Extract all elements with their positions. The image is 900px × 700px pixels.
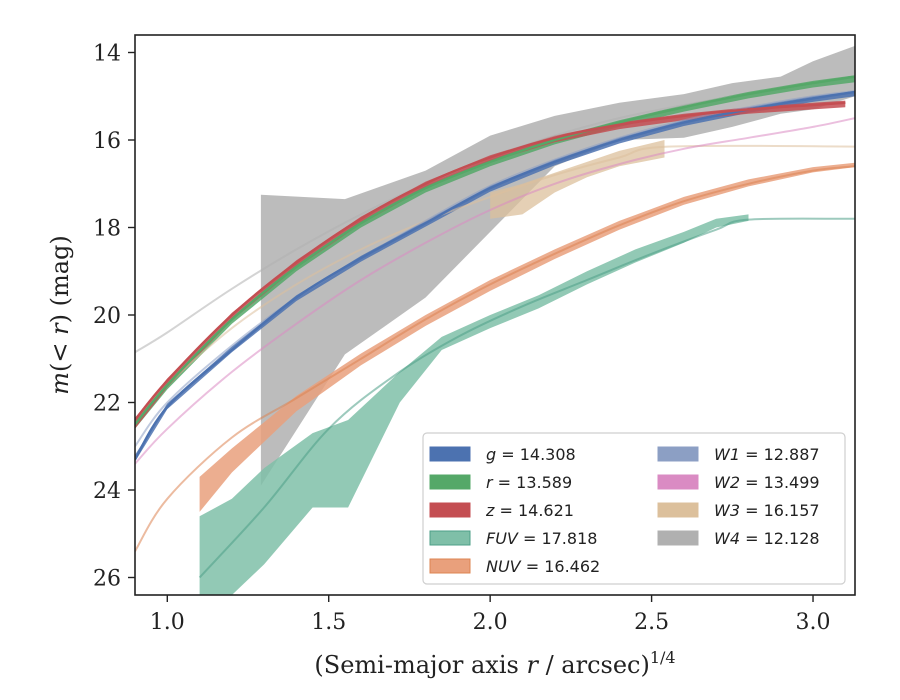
legend-label-nuv: NUV = 16.462 — [486, 557, 600, 576]
legend-swatch-g — [429, 446, 471, 462]
x-tick-label: 3.0 — [796, 610, 831, 635]
legend-label-w4: W4 = 12.128 — [714, 529, 820, 548]
y-axis-title: m(< r) (mag) — [46, 235, 74, 395]
x-tick-label: 2.0 — [473, 610, 508, 635]
legend-label-z: z = 14.621 — [485, 501, 574, 520]
legend-swatch-nuv — [429, 558, 471, 574]
y-tick-label: 26 — [93, 567, 121, 592]
legend-swatch-w3 — [657, 502, 699, 518]
legend: g = 14.308 r = 13.589 z = 14.621 FUV = 17.8… — [422, 432, 846, 585]
model-curves — [135, 75, 855, 579]
legend-swatch-z — [429, 502, 471, 518]
legend-swatch-w4 — [657, 530, 699, 546]
y-tick-label: 20 — [93, 304, 121, 329]
y-tick-label: 18 — [93, 217, 121, 242]
y-tick-label: 16 — [93, 129, 121, 154]
legend-label-w2: W2 = 13.499 — [714, 473, 820, 492]
legend-label-w3: W3 = 16.157 — [714, 501, 820, 520]
legend-label-fuv: FUV = 17.818 — [486, 529, 597, 548]
observed-curve-r — [135, 75, 855, 426]
y-tick-label: 24 — [93, 479, 121, 504]
band-w3 — [490, 140, 665, 219]
model-curve-nuv — [135, 165, 855, 552]
legend-swatch-fuv — [429, 530, 471, 546]
model-curve-r — [135, 75, 855, 426]
legend-swatch-r — [429, 474, 471, 490]
model-curve-w2 — [135, 117, 855, 465]
legend-label-w1: W1 = 12.887 — [714, 445, 820, 464]
legend-label-r: r = 13.589 — [486, 473, 572, 492]
legend-swatch-w2 — [657, 474, 699, 490]
x-tick-label: 2.5 — [634, 610, 669, 635]
band-r — [135, 75, 855, 429]
axis-ticks: 1.0 1.5 2.0 2.5 3.0 14 16 18 20 22 24 26 — [93, 42, 831, 636]
model-curve-w1 — [135, 90, 855, 447]
legend-swatch-w1 — [657, 446, 699, 462]
legend-label-g: g = 14.308 — [486, 445, 576, 464]
x-tick-label: 1.0 — [150, 610, 185, 635]
observed-curve-z — [135, 101, 846, 421]
band-fuv — [199, 214, 749, 595]
legend-frame — [422, 432, 846, 585]
model-curve-fuv — [198, 217, 855, 579]
x-tick-label: 1.5 — [311, 610, 346, 635]
y-tick-label: 22 — [93, 392, 121, 417]
y-tick-label: 14 — [93, 42, 121, 67]
x-axis-title: (Semi-major axis r / arcsec)1/4 — [314, 648, 675, 679]
